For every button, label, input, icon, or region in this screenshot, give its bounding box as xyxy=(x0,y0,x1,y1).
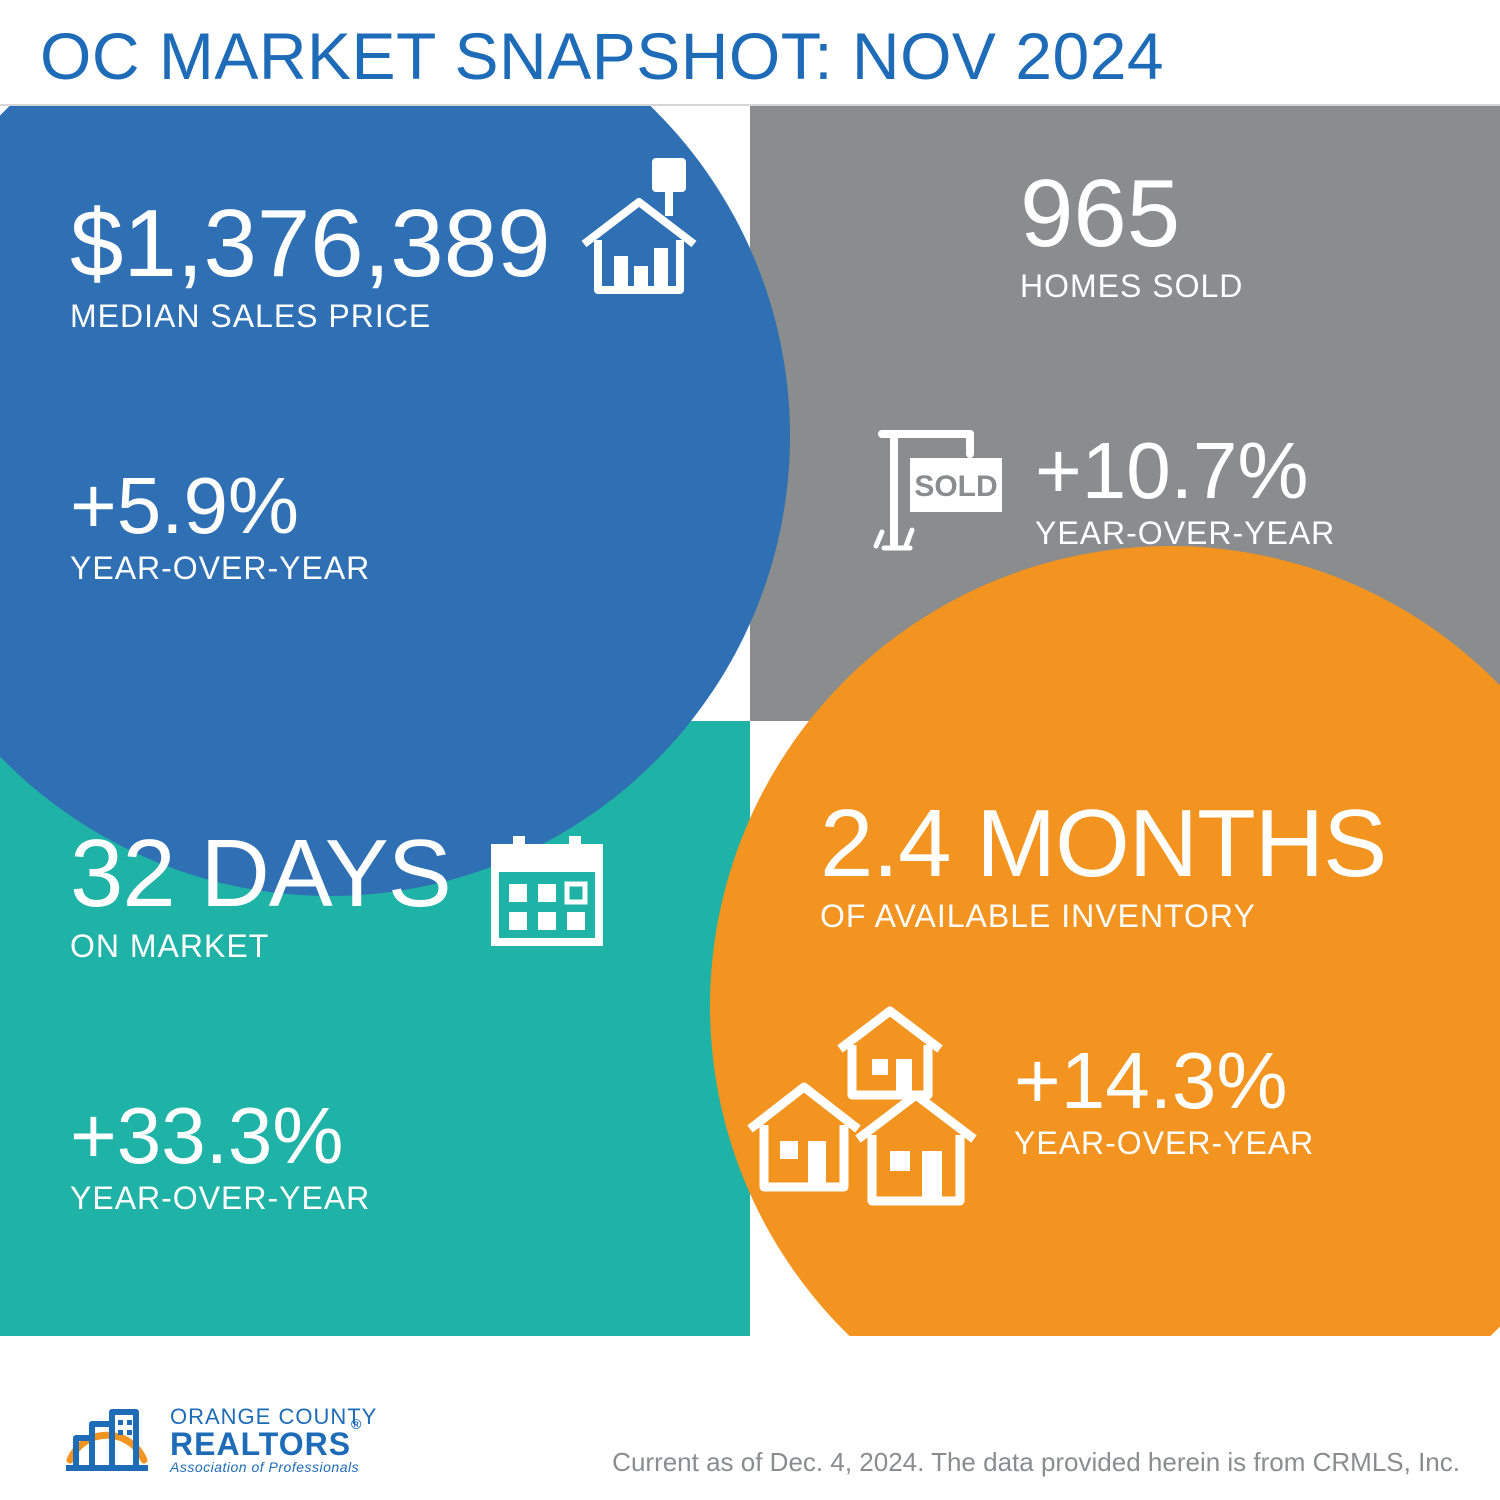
logo-text: ORANGE COUNTY REALTORS® Association of P… xyxy=(170,1406,377,1474)
median-price-block: $1,376,389 MEDIAN SALES PRICE $ xyxy=(70,196,704,335)
logo-registered: ® xyxy=(351,1416,362,1432)
median-price-value: $1,376,389 xyxy=(70,196,550,292)
svg-text:SOLD: SOLD xyxy=(914,470,997,503)
inventory-change-label: YEAR-OVER-YEAR xyxy=(1014,1125,1314,1162)
footer: ORANGE COUNTY REALTORS® Association of P… xyxy=(0,1336,1500,1500)
homes-sold-block: 965 HOMES SOLD xyxy=(1020,166,1243,305)
svg-text:$: $ xyxy=(662,160,677,190)
house-dollar-icon: $ xyxy=(574,156,704,296)
inventory-change-block: +14.3% YEAR-OVER-YEAR xyxy=(740,991,1314,1211)
title-main: OC MARKET SNAPSHOT: NOV 2024 xyxy=(40,19,1164,93)
median-price-change-block: +5.9% YEAR-OVER-YEAR xyxy=(70,466,370,587)
homes-sold-change-label: YEAR-OVER-YEAR xyxy=(1035,515,1335,552)
logo-line2-text: REALTORS xyxy=(170,1426,351,1462)
homes-sold-change-block: SOLD +10.7% YEAR-OVER-YEAR xyxy=(870,426,1335,556)
inventory-change: +14.3% xyxy=(1014,1041,1314,1121)
median-price-label: MEDIAN SALES PRICE xyxy=(70,298,550,335)
days-on-market-label: ON MARKET xyxy=(70,928,451,965)
days-on-market-change-label: YEAR-OVER-YEAR xyxy=(70,1180,370,1217)
page: OC MARKET SNAPSHOT: NOV 2024 (DETACHED) … xyxy=(0,0,1500,1500)
days-on-market-change: +33.3% xyxy=(70,1096,370,1176)
inventory-block: 2.4 MONTHS OF AVAILABLE INVENTORY xyxy=(820,796,1386,935)
quadrant-canvas: $1,376,389 MEDIAN SALES PRICE $ xyxy=(0,106,1500,1336)
inventory-value: 2.4 MONTHS xyxy=(820,796,1386,892)
attribution-text: Current as of Dec. 4, 2024. The data pro… xyxy=(612,1447,1460,1478)
median-price-change: +5.9% xyxy=(70,466,370,546)
houses-icon xyxy=(740,991,980,1211)
logo-line3: Association of Professionals xyxy=(170,1460,377,1474)
days-on-market-value: 32 DAYS xyxy=(70,826,451,922)
logo-mark-icon xyxy=(58,1382,156,1474)
sold-sign-icon: SOLD xyxy=(870,426,1005,556)
calendar-icon xyxy=(487,830,607,950)
median-price-change-label: YEAR-OVER-YEAR xyxy=(70,550,370,587)
brand-logo: ORANGE COUNTY REALTORS® Association of P… xyxy=(58,1382,377,1474)
logo-line1: ORANGE COUNTY xyxy=(170,1406,377,1428)
homes-sold-value: 965 xyxy=(1020,166,1243,262)
homes-sold-label: HOMES SOLD xyxy=(1020,268,1243,305)
days-on-market-change-block: +33.3% YEAR-OVER-YEAR xyxy=(70,1096,370,1217)
inventory-label: OF AVAILABLE INVENTORY xyxy=(820,898,1386,935)
days-on-market-block: 32 DAYS ON MARKET xyxy=(70,826,607,965)
logo-line2: REALTORS® xyxy=(170,1428,377,1460)
homes-sold-change: +10.7% xyxy=(1035,431,1335,511)
